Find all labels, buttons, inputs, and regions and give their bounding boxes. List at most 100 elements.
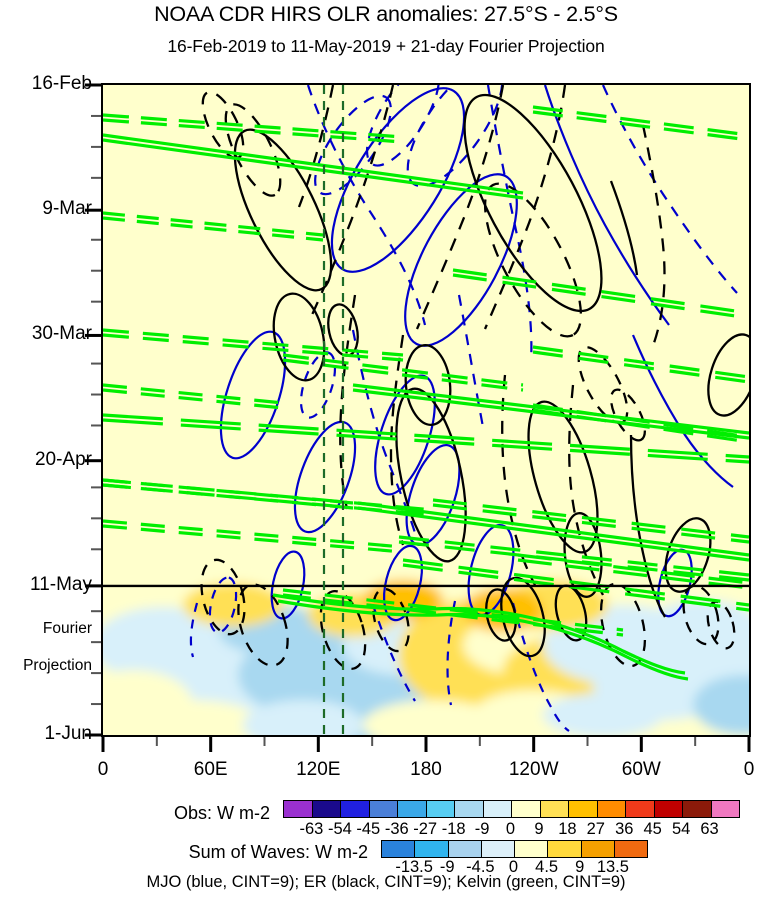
- wave-contour: [103, 113, 404, 139]
- colorbar-swatch: [511, 801, 540, 817]
- wave-contour: [299, 351, 337, 419]
- wave-contour: [398, 535, 749, 577]
- wave-contour: [277, 599, 689, 681]
- wave-contour: [383, 544, 423, 622]
- wave-contour: [293, 420, 357, 534]
- colorbar-swatch: [625, 801, 654, 817]
- wave-contour: [103, 418, 749, 464]
- wave-contour: [532, 408, 749, 444]
- colorbar-swatch: [547, 841, 581, 857]
- colorbar-swatch: [447, 841, 481, 857]
- wave-contour: [309, 85, 395, 318]
- colorbar-tick-label: 0: [508, 858, 519, 876]
- colorbar-swatch: [397, 801, 426, 817]
- wave-contour: [371, 604, 416, 702]
- wave-contour: [339, 294, 357, 510]
- shading-blob: [543, 693, 663, 735]
- colorbar-swatch: [710, 801, 739, 817]
- colorbar-swatch: [568, 801, 597, 817]
- wave-contour: [365, 85, 441, 167]
- wave-contour: [398, 540, 749, 582]
- y-tick-label: 16-Feb: [31, 73, 92, 94]
- waves-colorbar: [381, 840, 648, 858]
- colorbar-tick-label: -4.5: [466, 858, 495, 876]
- wave-contour: [463, 93, 603, 313]
- colorbar-swatch: [284, 801, 312, 817]
- colorbar-swatch: [368, 801, 397, 817]
- obs-colorbar-ticks: -63 -54 -45 -36 -27 -18 -9 0 9 18 27 36 45 54 63: [283, 820, 738, 840]
- colorbar-swatch: [382, 841, 415, 857]
- shading-blob: [243, 700, 363, 735]
- wave-contour: [517, 553, 749, 585]
- wave-contour: [208, 576, 238, 634]
- wave-contour: [599, 582, 647, 668]
- wave-contour: [404, 173, 518, 347]
- colorbar-tick-label: 4.5: [535, 858, 559, 876]
- wave-contour: [103, 483, 354, 510]
- colorbar-swatch: [682, 801, 711, 817]
- wave-contour: [457, 294, 485, 428]
- colorbar-swatch: [340, 801, 369, 817]
- wave-contour: [511, 602, 570, 732]
- wave-contour: [103, 118, 404, 144]
- shading-blob: [363, 700, 503, 735]
- x-tick-label: 180: [410, 759, 442, 780]
- wave-contour: [103, 388, 284, 410]
- wave-contour: [357, 506, 749, 562]
- wave-contour: [543, 85, 670, 326]
- wave-contour: [402, 558, 749, 607]
- colorbar-tick-label: -27: [413, 820, 438, 838]
- shading-blob: [103, 85, 749, 735]
- colorbar-tick-label: 36: [615, 820, 634, 838]
- colorbar-swatch: [454, 801, 483, 817]
- wave-contour: [103, 333, 404, 362]
- x-tick-label: 120E: [296, 759, 341, 780]
- x-tick-label: 60W: [621, 759, 661, 780]
- colorbar-swatch: [514, 841, 548, 857]
- colorbar-swatch: [425, 801, 454, 817]
- wave-contour: [532, 345, 749, 379]
- colorbar-tick-label: 0: [505, 820, 516, 838]
- wave-contour: [103, 524, 404, 554]
- wave-contour: [103, 216, 324, 242]
- colorbar-tick-label: -36: [384, 820, 409, 838]
- x-tick-label: 0: [97, 759, 109, 780]
- fourier-projection-caption: Fourier: [42, 619, 92, 637]
- colorbar-swatch: [613, 841, 647, 857]
- wave-contour: [432, 503, 749, 544]
- colorbar-tick-label: -54: [327, 820, 352, 838]
- colorbar-tick-label: 9: [575, 858, 585, 876]
- wave-contour: [103, 211, 324, 237]
- wave-contour: [641, 124, 666, 352]
- wave-contour: [233, 128, 333, 292]
- wave-contour: [532, 350, 749, 384]
- wave-contour: [103, 138, 524, 200]
- obs-colorbar: [283, 800, 740, 818]
- y-tick-label: 11-May: [30, 573, 92, 595]
- waves-colorbar-ticks: -13.5 -9 -4.5 0 4.5 9 13.5: [381, 858, 646, 878]
- wave-contour: [532, 403, 749, 439]
- wave-contour: [485, 588, 517, 642]
- colorbar-tick-label: -9: [474, 820, 490, 838]
- waves-colorbar-label: Sum of Waves: W m-2: [188, 842, 368, 862]
- wave-contour: [272, 593, 686, 675]
- colorbar-swatch: [580, 841, 614, 857]
- hovmoller-plot[interactable]: [101, 83, 751, 737]
- wave-contour: [189, 602, 199, 658]
- wave-contour: [103, 519, 404, 549]
- colorbar-tick-label: 13.5: [596, 858, 629, 876]
- y-tick-label: 20-Apr: [34, 448, 92, 470]
- x-tick-label: 60E: [193, 759, 228, 780]
- colorbar-swatch: [480, 841, 514, 857]
- colorbar-tick-label: 63: [700, 820, 719, 838]
- wave-contour: [483, 85, 567, 330]
- colorbar-tick-label: 54: [671, 820, 691, 838]
- plot-canvas: [103, 85, 749, 735]
- wave-contour: [446, 600, 457, 706]
- y-tick-label: 9-Mar: [42, 198, 92, 220]
- colorbar-tick-label: -45: [356, 820, 381, 838]
- wave-contour: [609, 180, 639, 276]
- colorbar-swatch: [311, 801, 340, 817]
- wave-contour: [517, 558, 749, 590]
